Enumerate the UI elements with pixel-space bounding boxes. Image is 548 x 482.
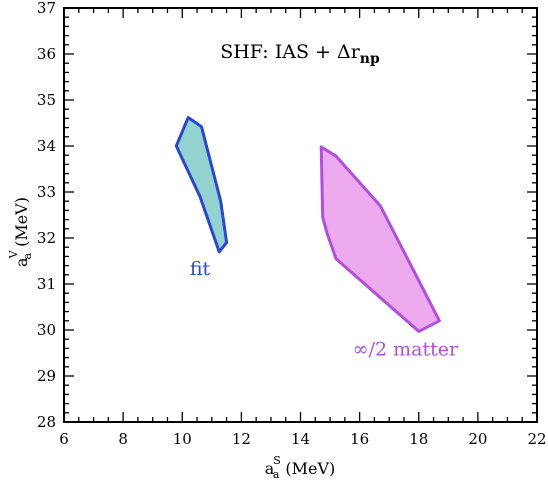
x-axis-label: aS a (MeV) [265, 454, 336, 481]
chart-title-subscript: np [360, 51, 380, 67]
plot-frame [63, 7, 538, 423]
x-tick-label: 10 [173, 430, 192, 448]
ticks [63, 7, 538, 423]
y-tick-label: 33 [37, 183, 56, 201]
y-tick-label: 29 [37, 367, 56, 385]
y-axis-label-base: a [12, 257, 31, 267]
y-axis-label-unit: (MeV) [12, 197, 31, 247]
x-tick-label: 16 [350, 430, 369, 448]
series-label-fit: fit [190, 258, 211, 280]
x-tick-label: 12 [232, 430, 251, 448]
y-tick-label: 31 [37, 275, 56, 293]
y-tick-label: 36 [37, 45, 56, 63]
region-fit [174, 116, 229, 254]
y-tick-label: 34 [37, 137, 56, 155]
series-labels: fit ∞/2 matter [190, 258, 459, 361]
x-axis-label-sub: a [273, 468, 280, 481]
y-tick-label: 37 [37, 0, 56, 17]
series-label-matter: ∞/2 matter [353, 338, 459, 360]
y-axis-label-sup: V [7, 249, 20, 259]
y-tick-label: 32 [37, 229, 56, 247]
x-axis-label-sup: S [273, 454, 281, 467]
x-tick-label: 14 [291, 430, 310, 448]
regions [174, 116, 441, 333]
tick-labels: 6 8 10 12 14 16 18 20 22 28 29 30 31 32 33 34 35 36 37 [37, 0, 547, 448]
x-tick-label: 8 [118, 430, 128, 448]
x-axis-label-base: a [265, 459, 275, 478]
y-tick-label: 30 [37, 321, 56, 339]
x-tick-label: 6 [59, 430, 69, 448]
y-tick-label: 35 [37, 91, 56, 109]
x-tick-label: 20 [468, 430, 487, 448]
x-tick-label: 22 [527, 430, 546, 448]
x-tick-label: 18 [409, 430, 428, 448]
chart-title: SHF: IAS + Δrnp [220, 41, 380, 67]
x-axis-label-unit: (MeV) [285, 459, 335, 478]
y-axis-label-sub: a [21, 252, 34, 259]
y-axis-label: aVa (MeV) [7, 197, 34, 267]
region-matter [319, 145, 441, 333]
y-tick-label: 28 [37, 413, 56, 431]
chart-title-main: SHF: IAS + Δr [220, 41, 360, 63]
